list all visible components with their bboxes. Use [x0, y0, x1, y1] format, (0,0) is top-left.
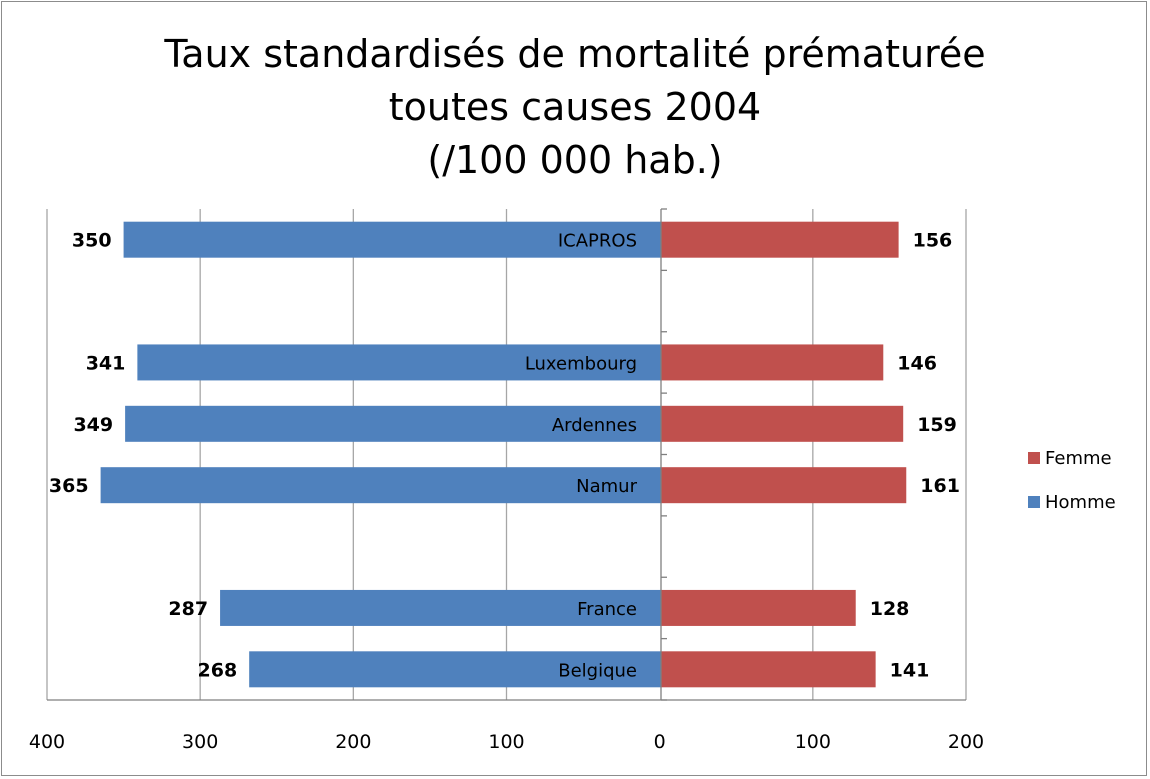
data-label-femme: 161	[920, 475, 960, 497]
data-label-homme: 365	[49, 475, 89, 497]
x-tick-label: 300	[182, 731, 218, 753]
bar-homme	[220, 589, 661, 626]
category-label: Namur	[576, 476, 637, 497]
x-tick-label: 400	[29, 731, 65, 753]
x-tick-label: 0	[654, 731, 666, 753]
bar-femme	[661, 344, 884, 381]
data-label-homme: 268	[198, 659, 238, 681]
category-label: ICAPROS	[558, 231, 637, 252]
data-label-homme: 350	[72, 230, 112, 252]
data-label-femme: 128	[870, 598, 910, 620]
legend-label-femme: Femme	[1045, 447, 1112, 469]
bars	[100, 221, 907, 688]
bar-homme	[137, 344, 661, 381]
legend-swatch-homme	[1028, 496, 1040, 508]
legend-item-femme: Femme	[1028, 447, 1116, 469]
x-tick-label: 200	[948, 731, 984, 753]
bar-femme	[661, 467, 907, 504]
data-label-homme: 349	[73, 414, 113, 436]
x-tick-label: 200	[335, 731, 371, 753]
category-label: Belgique	[558, 660, 637, 681]
chart-title: Taux standardisés de mortalité prématuré…	[0, 28, 1150, 187]
category-label: France	[577, 599, 637, 620]
bar-femme	[661, 405, 904, 442]
bar-femme	[661, 589, 856, 626]
x-tick-label: 100	[488, 731, 524, 753]
category-label: Ardennes	[552, 415, 637, 436]
bar-homme	[125, 405, 662, 442]
title-line-2: toutes causes 2004	[388, 85, 762, 129]
legend-label-homme: Homme	[1045, 491, 1116, 513]
axes: 400 300 200 100 0 100 200	[29, 208, 984, 753]
x-tick-label: 100	[795, 731, 831, 753]
category-label: Luxembourg	[525, 353, 637, 374]
data-label-femme: 146	[897, 352, 937, 374]
legend: Femme Homme	[1028, 447, 1116, 535]
bar-homme	[123, 221, 662, 258]
data-label-homme: 287	[168, 598, 208, 620]
bar-femme	[661, 221, 899, 258]
title-line-1: Taux standardisés de mortalité prématuré…	[164, 32, 986, 76]
data-label-femme: 156	[913, 230, 953, 252]
bar-femme	[661, 651, 876, 688]
data-labels: 350 156 ICAPROS 341 146 Luxembourg 349 159 Arden…	[49, 230, 960, 682]
data-label-femme: 159	[917, 414, 957, 436]
legend-item-homme: Homme	[1028, 491, 1116, 513]
gridlines	[46, 209, 967, 700]
data-label-femme: 141	[890, 659, 930, 681]
data-label-homme: 341	[86, 352, 126, 374]
title-line-3: (/100 000 hab.)	[427, 138, 723, 182]
legend-swatch-femme	[1028, 452, 1040, 464]
bar-homme	[100, 467, 661, 504]
bar-homme	[249, 651, 661, 688]
